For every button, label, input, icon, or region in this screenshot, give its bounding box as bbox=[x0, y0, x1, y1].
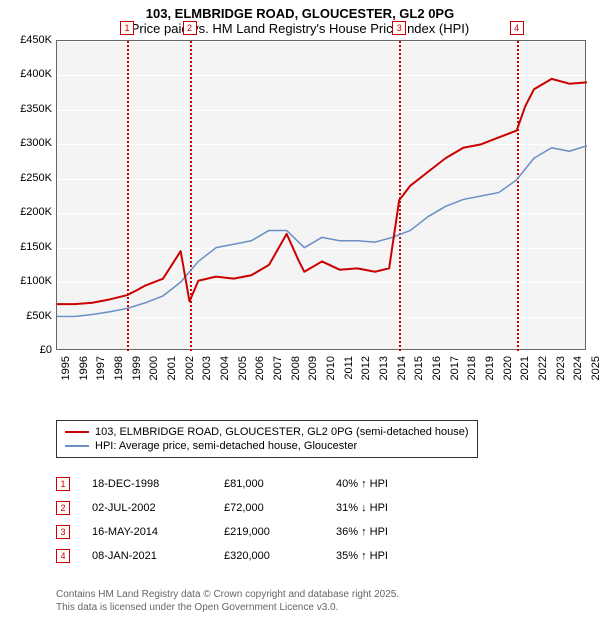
sale-row: 4 08-JAN-2021 £320,000 35% ↑ HPI bbox=[56, 544, 436, 568]
x-axis-label: 2001 bbox=[166, 356, 178, 380]
y-axis-label: £150K bbox=[8, 241, 52, 253]
x-axis-label: 2003 bbox=[201, 356, 213, 380]
sale-row: 1 18-DEC-1998 £81,000 40% ↑ HPI bbox=[56, 472, 436, 496]
x-axis-label: 2004 bbox=[219, 356, 231, 380]
x-axis-label: 1998 bbox=[113, 356, 125, 380]
x-axis-label: 2009 bbox=[307, 356, 319, 380]
x-axis-label: 2022 bbox=[537, 356, 549, 380]
x-axis-label: 2013 bbox=[378, 356, 390, 380]
title-line1: 103, ELMBRIDGE ROAD, GLOUCESTER, GL2 0PG bbox=[0, 6, 600, 21]
x-axis-label: 2005 bbox=[237, 356, 249, 380]
sale-row: 3 16-MAY-2014 £219,000 36% ↑ HPI bbox=[56, 520, 436, 544]
x-axis-label: 2010 bbox=[325, 356, 337, 380]
x-axis-label: 1996 bbox=[78, 356, 90, 380]
y-axis-label: £450K bbox=[8, 34, 52, 46]
sale-index-box: 1 bbox=[56, 477, 70, 491]
price-chart: 1234 £0 £50K £100K £150K £200K £250K £300K £350… bbox=[8, 40, 592, 410]
x-axis-label: 2021 bbox=[519, 356, 531, 380]
sale-marker-box: 4 bbox=[510, 21, 524, 35]
x-axis-label: 2014 bbox=[396, 356, 408, 380]
y-axis-label: £0 bbox=[8, 344, 52, 356]
chart-lines bbox=[57, 41, 587, 351]
x-axis-label: 2015 bbox=[413, 356, 425, 380]
legend-item: HPI: Average price, semi-detached house,… bbox=[65, 439, 469, 453]
sale-index-box: 3 bbox=[56, 525, 70, 539]
sale-date: 08-JAN-2021 bbox=[92, 550, 202, 562]
sale-price: £219,000 bbox=[224, 526, 314, 538]
x-axis-label: 2000 bbox=[148, 356, 160, 380]
sale-date: 16-MAY-2014 bbox=[92, 526, 202, 538]
y-axis-label: £400K bbox=[8, 68, 52, 80]
sale-price: £320,000 bbox=[224, 550, 314, 562]
x-axis-label: 2023 bbox=[555, 356, 567, 380]
sale-date: 02-JUL-2002 bbox=[92, 502, 202, 514]
x-axis-label: 2002 bbox=[184, 356, 196, 380]
y-axis-label: £300K bbox=[8, 137, 52, 149]
x-axis-label: 2020 bbox=[502, 356, 514, 380]
legend-label: HPI: Average price, semi-detached house,… bbox=[95, 440, 357, 452]
y-axis-label: £50K bbox=[8, 310, 52, 322]
x-axis-label: 2018 bbox=[466, 356, 478, 380]
x-axis-label: 2019 bbox=[484, 356, 496, 380]
x-axis-label: 2016 bbox=[431, 356, 443, 380]
legend: 103, ELMBRIDGE ROAD, GLOUCESTER, GL2 0PG… bbox=[56, 420, 478, 458]
plot-area: 1234 bbox=[56, 40, 586, 350]
legend-label: 103, ELMBRIDGE ROAD, GLOUCESTER, GL2 0PG… bbox=[95, 426, 469, 438]
x-axis-label: 2006 bbox=[254, 356, 266, 380]
sale-index-box: 4 bbox=[56, 549, 70, 563]
sale-hpi-delta: 31% ↓ HPI bbox=[336, 502, 436, 514]
footer-line2: This data is licensed under the Open Gov… bbox=[56, 601, 399, 614]
sale-hpi-delta: 36% ↑ HPI bbox=[336, 526, 436, 538]
legend-item: 103, ELMBRIDGE ROAD, GLOUCESTER, GL2 0PG… bbox=[65, 425, 469, 439]
sale-hpi-delta: 35% ↑ HPI bbox=[336, 550, 436, 562]
sale-row: 2 02-JUL-2002 £72,000 31% ↓ HPI bbox=[56, 496, 436, 520]
x-axis-label: 2012 bbox=[360, 356, 372, 380]
y-axis-label: £100K bbox=[8, 275, 52, 287]
sale-price: £72,000 bbox=[224, 502, 314, 514]
x-axis-label: 2008 bbox=[290, 356, 302, 380]
x-axis-label: 2024 bbox=[572, 356, 584, 380]
sale-index-box: 2 bbox=[56, 501, 70, 515]
x-axis-label: 2007 bbox=[272, 356, 284, 380]
sale-date: 18-DEC-1998 bbox=[92, 478, 202, 490]
sale-hpi-delta: 40% ↑ HPI bbox=[336, 478, 436, 490]
x-axis-label: 2011 bbox=[343, 356, 355, 380]
sale-price: £81,000 bbox=[224, 478, 314, 490]
x-axis-label: 1997 bbox=[95, 356, 107, 380]
y-axis-label: £200K bbox=[8, 206, 52, 218]
sales-table: 1 18-DEC-1998 £81,000 40% ↑ HPI 2 02-JUL-2002… bbox=[56, 472, 436, 568]
x-axis-label: 1995 bbox=[60, 356, 72, 380]
x-axis-label: 1999 bbox=[131, 356, 143, 380]
footer-line1: Contains HM Land Registry data © Crown c… bbox=[56, 588, 399, 601]
y-axis-label: £250K bbox=[8, 172, 52, 184]
x-axis-label: 2017 bbox=[449, 356, 461, 380]
sale-marker-box: 3 bbox=[392, 21, 406, 35]
sale-marker-box: 1 bbox=[120, 21, 134, 35]
sale-marker-box: 2 bbox=[183, 21, 197, 35]
x-axis-label: 2025 bbox=[590, 356, 600, 380]
y-axis-label: £350K bbox=[8, 103, 52, 115]
footer-attribution: Contains HM Land Registry data © Crown c… bbox=[56, 588, 399, 614]
